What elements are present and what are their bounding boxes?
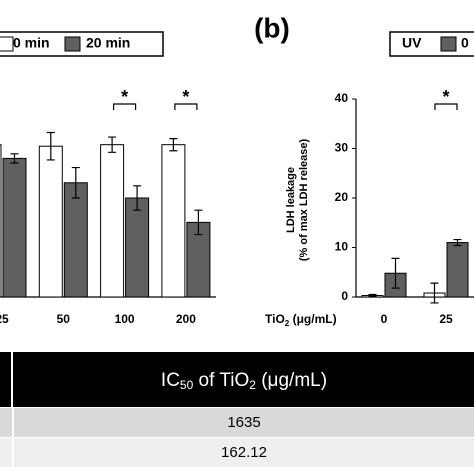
panel-label: (b) bbox=[254, 12, 290, 43]
x-axis-label-part: (μg/mL) bbox=[289, 312, 336, 326]
x-tick-label: 50 bbox=[57, 312, 71, 326]
x-tick-label: 200 bbox=[176, 312, 196, 326]
error-bar bbox=[453, 238, 462, 247]
table-cell: 1635 bbox=[227, 414, 260, 431]
table-row bbox=[14, 408, 474, 437]
y-tick-label: 40 bbox=[335, 91, 349, 105]
bar bbox=[2, 157, 27, 298]
y-tick-label: 30 bbox=[335, 141, 349, 155]
legend-swatch bbox=[0, 36, 14, 52]
bar bbox=[125, 197, 150, 298]
x-axis-label-part: TiO bbox=[265, 312, 285, 326]
error-bar bbox=[108, 136, 117, 153]
table-row bbox=[0, 408, 12, 437]
x-axis-label: TiO2 (μg/mL) bbox=[265, 312, 337, 328]
legend-label: 0 min bbox=[13, 35, 50, 51]
error-bar bbox=[368, 293, 377, 298]
legend-label: 20 min bbox=[86, 35, 130, 51]
error-bar bbox=[430, 282, 439, 304]
table-row bbox=[0, 438, 12, 467]
x-tick-label: 0 bbox=[381, 312, 388, 326]
legend-label: UV bbox=[402, 35, 422, 51]
x-tick-label: 25 bbox=[439, 312, 453, 326]
header-part: IC bbox=[161, 370, 180, 391]
legend-swatch bbox=[440, 36, 457, 52]
x-tick-label: 100 bbox=[115, 312, 135, 326]
bar bbox=[446, 242, 469, 298]
legend-swatch bbox=[64, 36, 81, 52]
table-cell: 162.12 bbox=[221, 444, 267, 461]
x-tick-label: 25 bbox=[0, 312, 9, 326]
table-header-text: IC50 of TiO2 (μg/mL) bbox=[161, 370, 327, 392]
error-bar bbox=[46, 131, 55, 161]
legend-box bbox=[0, 31, 164, 57]
significance-bracket bbox=[174, 103, 198, 110]
error-bar bbox=[169, 138, 178, 152]
y-axis-label: (% of max LDH release) bbox=[298, 139, 310, 262]
bar bbox=[161, 144, 186, 298]
significance-bracket bbox=[113, 103, 137, 110]
error-bar bbox=[10, 153, 19, 164]
header-part: (μg/mL) bbox=[256, 370, 327, 391]
significance-mark: * bbox=[182, 87, 189, 107]
header-sub: 2 bbox=[249, 378, 256, 392]
table-header bbox=[0, 352, 474, 407]
bar bbox=[100, 144, 125, 298]
bar bbox=[0, 144, 2, 298]
error-bar bbox=[71, 166, 80, 199]
y-tick-label: 10 bbox=[335, 240, 349, 254]
significance-mark: * bbox=[121, 87, 128, 107]
bar bbox=[63, 182, 88, 298]
bar bbox=[38, 145, 63, 298]
x-axis-label-sub: 2 bbox=[285, 319, 290, 328]
header-sub: 50 bbox=[180, 378, 194, 392]
legend-label: 0 bbox=[461, 35, 469, 51]
error-bar bbox=[391, 257, 400, 289]
error-bar bbox=[133, 185, 142, 211]
table-row bbox=[14, 438, 474, 467]
y-axis-label: LDH leakage bbox=[285, 167, 297, 233]
y-tick-label: 0 bbox=[341, 289, 348, 303]
error-bar bbox=[194, 209, 203, 236]
significance-bracket bbox=[434, 103, 458, 110]
legend-box bbox=[389, 31, 474, 57]
header-part: of TiO bbox=[193, 370, 249, 391]
significance-mark: * bbox=[442, 87, 449, 107]
y-tick-label: 20 bbox=[335, 190, 349, 204]
